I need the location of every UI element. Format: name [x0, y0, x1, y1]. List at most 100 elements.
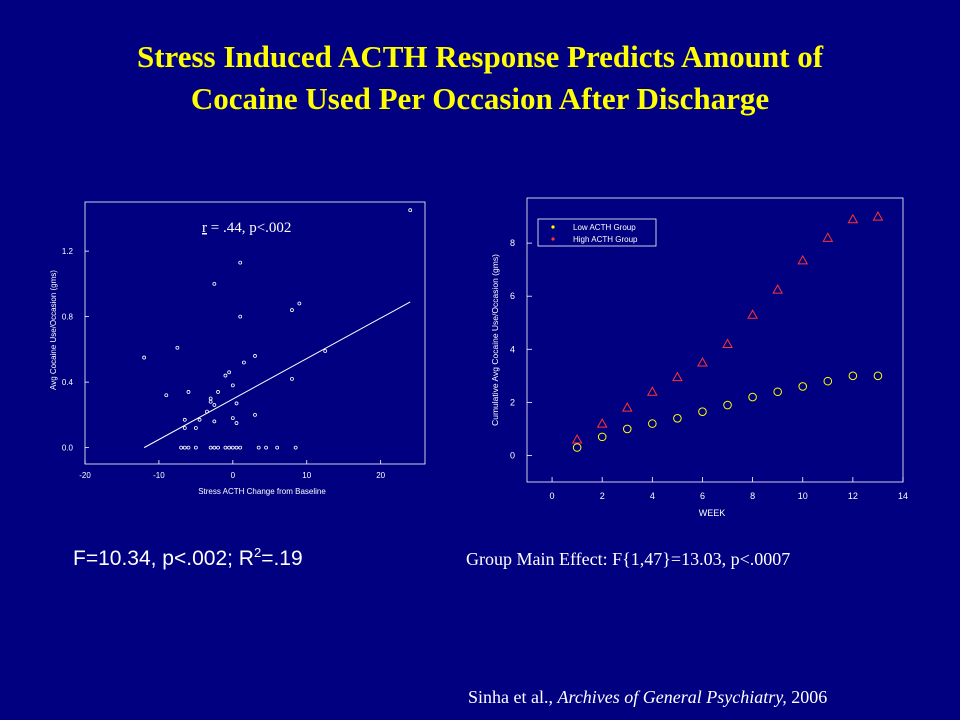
regression-stat-prefix: F=10.34, p<.002; R [73, 547, 254, 570]
low-acth-point [597, 432, 607, 442]
acth-data-point [230, 416, 235, 421]
right-x-tick-label: 10 [798, 491, 808, 501]
acth-data-point [182, 426, 187, 430]
high-acth-point [747, 309, 758, 319]
left-x-tick-label: 10 [302, 471, 311, 480]
right-y-tick-label: 6 [510, 291, 515, 301]
right-plot-frame [526, 197, 904, 483]
low-acth-point [823, 376, 833, 386]
r-stat: = .44, p<.002 [207, 220, 291, 236]
legend-high-label: High ACTH Group [573, 235, 638, 244]
acth-data-point [408, 208, 413, 213]
high-acth-point [822, 232, 834, 242]
low-acth-point [773, 387, 782, 397]
acth-data-point [238, 445, 243, 450]
acth-data-point [323, 349, 328, 353]
high-acth-point [697, 357, 708, 367]
low-acth-point [673, 413, 682, 423]
low-acth-point [873, 371, 883, 381]
left-y-tick-label: 0.4 [62, 378, 74, 387]
left-x-tick-label: -10 [153, 471, 165, 480]
right-y-tick-label: 4 [510, 344, 515, 354]
acth-data-point [223, 373, 228, 378]
acth-data-point [212, 403, 217, 407]
regression-stat-suffix: =.19 [261, 547, 303, 570]
acth-data-point [175, 345, 180, 350]
left-x-tick-label: -20 [79, 471, 91, 480]
high-acth-point [672, 371, 683, 382]
regression-stat-sup: 2 [253, 545, 262, 560]
acth-data-point [227, 445, 232, 450]
right-x-tick-label: 0 [550, 491, 555, 501]
high-acth-point [596, 418, 608, 428]
citation: Sinha et al., Archives of General Psychi… [468, 687, 827, 708]
high-acth-point [646, 386, 658, 396]
acth-data-point [230, 445, 235, 450]
citation-year: 2006 [786, 687, 828, 707]
acth-data-point [212, 445, 217, 450]
title-line-2: Cocaine Used Per Occasion After Discharg… [190, 81, 770, 116]
low-acth-point [748, 392, 757, 402]
legend-low-label: Low ACTH Group [573, 223, 636, 232]
acth-data-point [208, 396, 213, 401]
acth-data-point [238, 260, 243, 265]
high-acth-point [772, 284, 784, 294]
right-x-tick-label: 4 [650, 491, 655, 501]
low-acth-point [698, 407, 707, 416]
left-x-tick-label: 0 [231, 471, 236, 480]
right-x-tick-label: 12 [848, 491, 858, 501]
low-acth-point [798, 382, 808, 391]
acth-data-point [193, 445, 198, 450]
acth-data-point [227, 370, 232, 375]
high-acth-point [621, 402, 633, 412]
right-x-axis-label: WEEK [699, 508, 726, 518]
acth-data-point [234, 421, 239, 425]
acth-data-point [212, 281, 217, 286]
low-acth-point [723, 400, 732, 410]
acth-data-point [164, 393, 169, 398]
right-x-tick-label: 6 [700, 491, 705, 501]
high-acth-point [797, 254, 809, 265]
acth-data-point [290, 308, 294, 312]
acth-data-point [230, 383, 235, 388]
left-y-tick-label: 1.2 [62, 247, 74, 256]
left-x-axis-label: Stress ACTH Change from Baseline [198, 487, 326, 496]
acth-data-point [182, 417, 187, 422]
left-x-tick-label: 20 [376, 471, 385, 480]
regression-stat: F=10.34, p<.002; R2=.19 [73, 545, 303, 571]
acth-data-point [275, 445, 280, 450]
acth-data-point [208, 445, 213, 450]
left-y-tick-label: 0.0 [62, 444, 74, 453]
left-plot-frame [84, 201, 426, 465]
acth-data-point [253, 412, 257, 417]
acth-data-point [142, 355, 147, 360]
right-y-tick-label: 0 [510, 450, 515, 460]
acth-data-point [212, 419, 217, 424]
acth-data-point [179, 445, 183, 450]
acth-data-point [253, 354, 257, 358]
acth-data-point [197, 417, 202, 422]
low-acth-point [572, 443, 582, 452]
acth-data-point [297, 301, 302, 306]
acth-data-point [223, 445, 228, 450]
acth-data-point [193, 426, 198, 430]
acth-data-point [186, 445, 191, 450]
acth-data-point [238, 314, 243, 319]
regression-line [143, 301, 411, 449]
acth-data-point [293, 445, 298, 450]
right-y-axis-label: Cumulative Avg Cocaine Use/Occasion (gms… [490, 254, 500, 426]
low-acth-point [648, 419, 657, 428]
high-acth-point [847, 213, 859, 224]
right-y-tick-label: 8 [510, 238, 515, 248]
group-effect-stat: Group Main Effect: F{1,47}=13.03, p<.000… [466, 549, 791, 569]
legend: Low ACTH Group High ACTH Group [537, 218, 657, 247]
high-acth-point [571, 434, 583, 444]
acth-data-point [234, 445, 239, 450]
acth-data-point [242, 360, 246, 365]
low-acth-point [622, 424, 632, 434]
acth-data-point [256, 445, 261, 450]
citation-authors: Sinha et al., [468, 687, 558, 707]
acth-data-point [216, 390, 220, 394]
